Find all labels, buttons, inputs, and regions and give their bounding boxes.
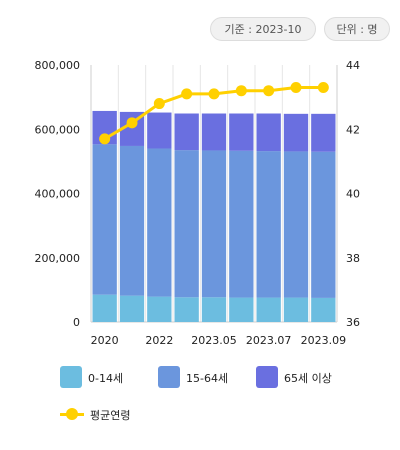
bar-segment [119, 145, 145, 296]
x-tick-label: 2023.07 [246, 334, 292, 347]
bar-segment [174, 113, 199, 151]
y2-tick-label: 38 [346, 252, 360, 265]
avg-age-point [126, 117, 138, 129]
avg-age-point [181, 88, 193, 100]
bar-segment [119, 295, 145, 322]
legend-swatch-age-0-14 [60, 366, 82, 388]
x-tick-label: 2022 [145, 334, 173, 347]
bar-segment [229, 297, 254, 322]
y-tick-label: 800,000 [35, 59, 81, 72]
unit-badge: 단위 : 명 [324, 17, 390, 41]
legend-label-avg-age: 평균연령 [90, 409, 131, 422]
y2-tick-label: 40 [346, 188, 360, 201]
bar-segment [201, 150, 227, 298]
bar-segment [174, 150, 199, 298]
bar-segment [201, 113, 227, 151]
legend-item-avg-age[interactable]: 평균연령 [60, 403, 180, 425]
legend-swatch-age-65-plus [256, 366, 278, 388]
bar-segment [256, 297, 281, 322]
bar-segment [147, 112, 172, 149]
bar-segment [92, 144, 117, 295]
legend-label-age-15-64: 15-64세 [186, 372, 229, 385]
x-tick-label: 2020 [91, 334, 119, 347]
legend-swatch-age-15-64 [158, 366, 180, 388]
bar-segment [311, 297, 336, 322]
y-tick-label: 0 [73, 316, 80, 329]
bar-segment [201, 297, 227, 322]
avg-age-point [290, 81, 302, 93]
bar-segment [283, 113, 309, 152]
legend-dot-avg-age [66, 408, 78, 420]
avg-age-point [235, 85, 247, 97]
bar-segment [256, 151, 281, 298]
bar-segment [174, 297, 199, 322]
bar-segment [256, 113, 281, 152]
legend-label-age-0-14: 0-14세 [88, 372, 124, 385]
y2-tick-label: 44 [346, 59, 360, 72]
avg-age-point [317, 81, 329, 93]
y-tick-label: 600,000 [35, 123, 81, 136]
y2-tick-label: 42 [346, 123, 360, 136]
bar-segment [229, 150, 254, 298]
bar-segment [92, 294, 117, 322]
legend-label-age-65-plus: 65세 이상 [284, 372, 332, 385]
bar-segment [311, 113, 336, 152]
avg-age-point [263, 85, 275, 97]
y2-tick-label: 36 [346, 316, 360, 329]
bar-segment [229, 113, 254, 151]
bar-segment [147, 148, 172, 297]
bar-segment [147, 296, 172, 322]
bar-segment [283, 297, 309, 322]
x-tick-label: 2023.05 [191, 334, 237, 347]
population-chart: 0 200,000 400,000 600,000 800,000 36 38 40 42 44 2… [35, 59, 361, 347]
y-tick-label: 400,000 [35, 188, 81, 201]
x-tick-label: 2023.09 [301, 334, 347, 347]
bar-segment [283, 151, 309, 298]
reference-date-badge: 기준 : 2023-10 [210, 17, 316, 41]
avg-age-point [99, 133, 111, 145]
avg-age-point [153, 98, 165, 110]
y-tick-label: 200,000 [35, 252, 81, 265]
avg-age-point [208, 88, 220, 100]
bar-segment [311, 151, 336, 298]
